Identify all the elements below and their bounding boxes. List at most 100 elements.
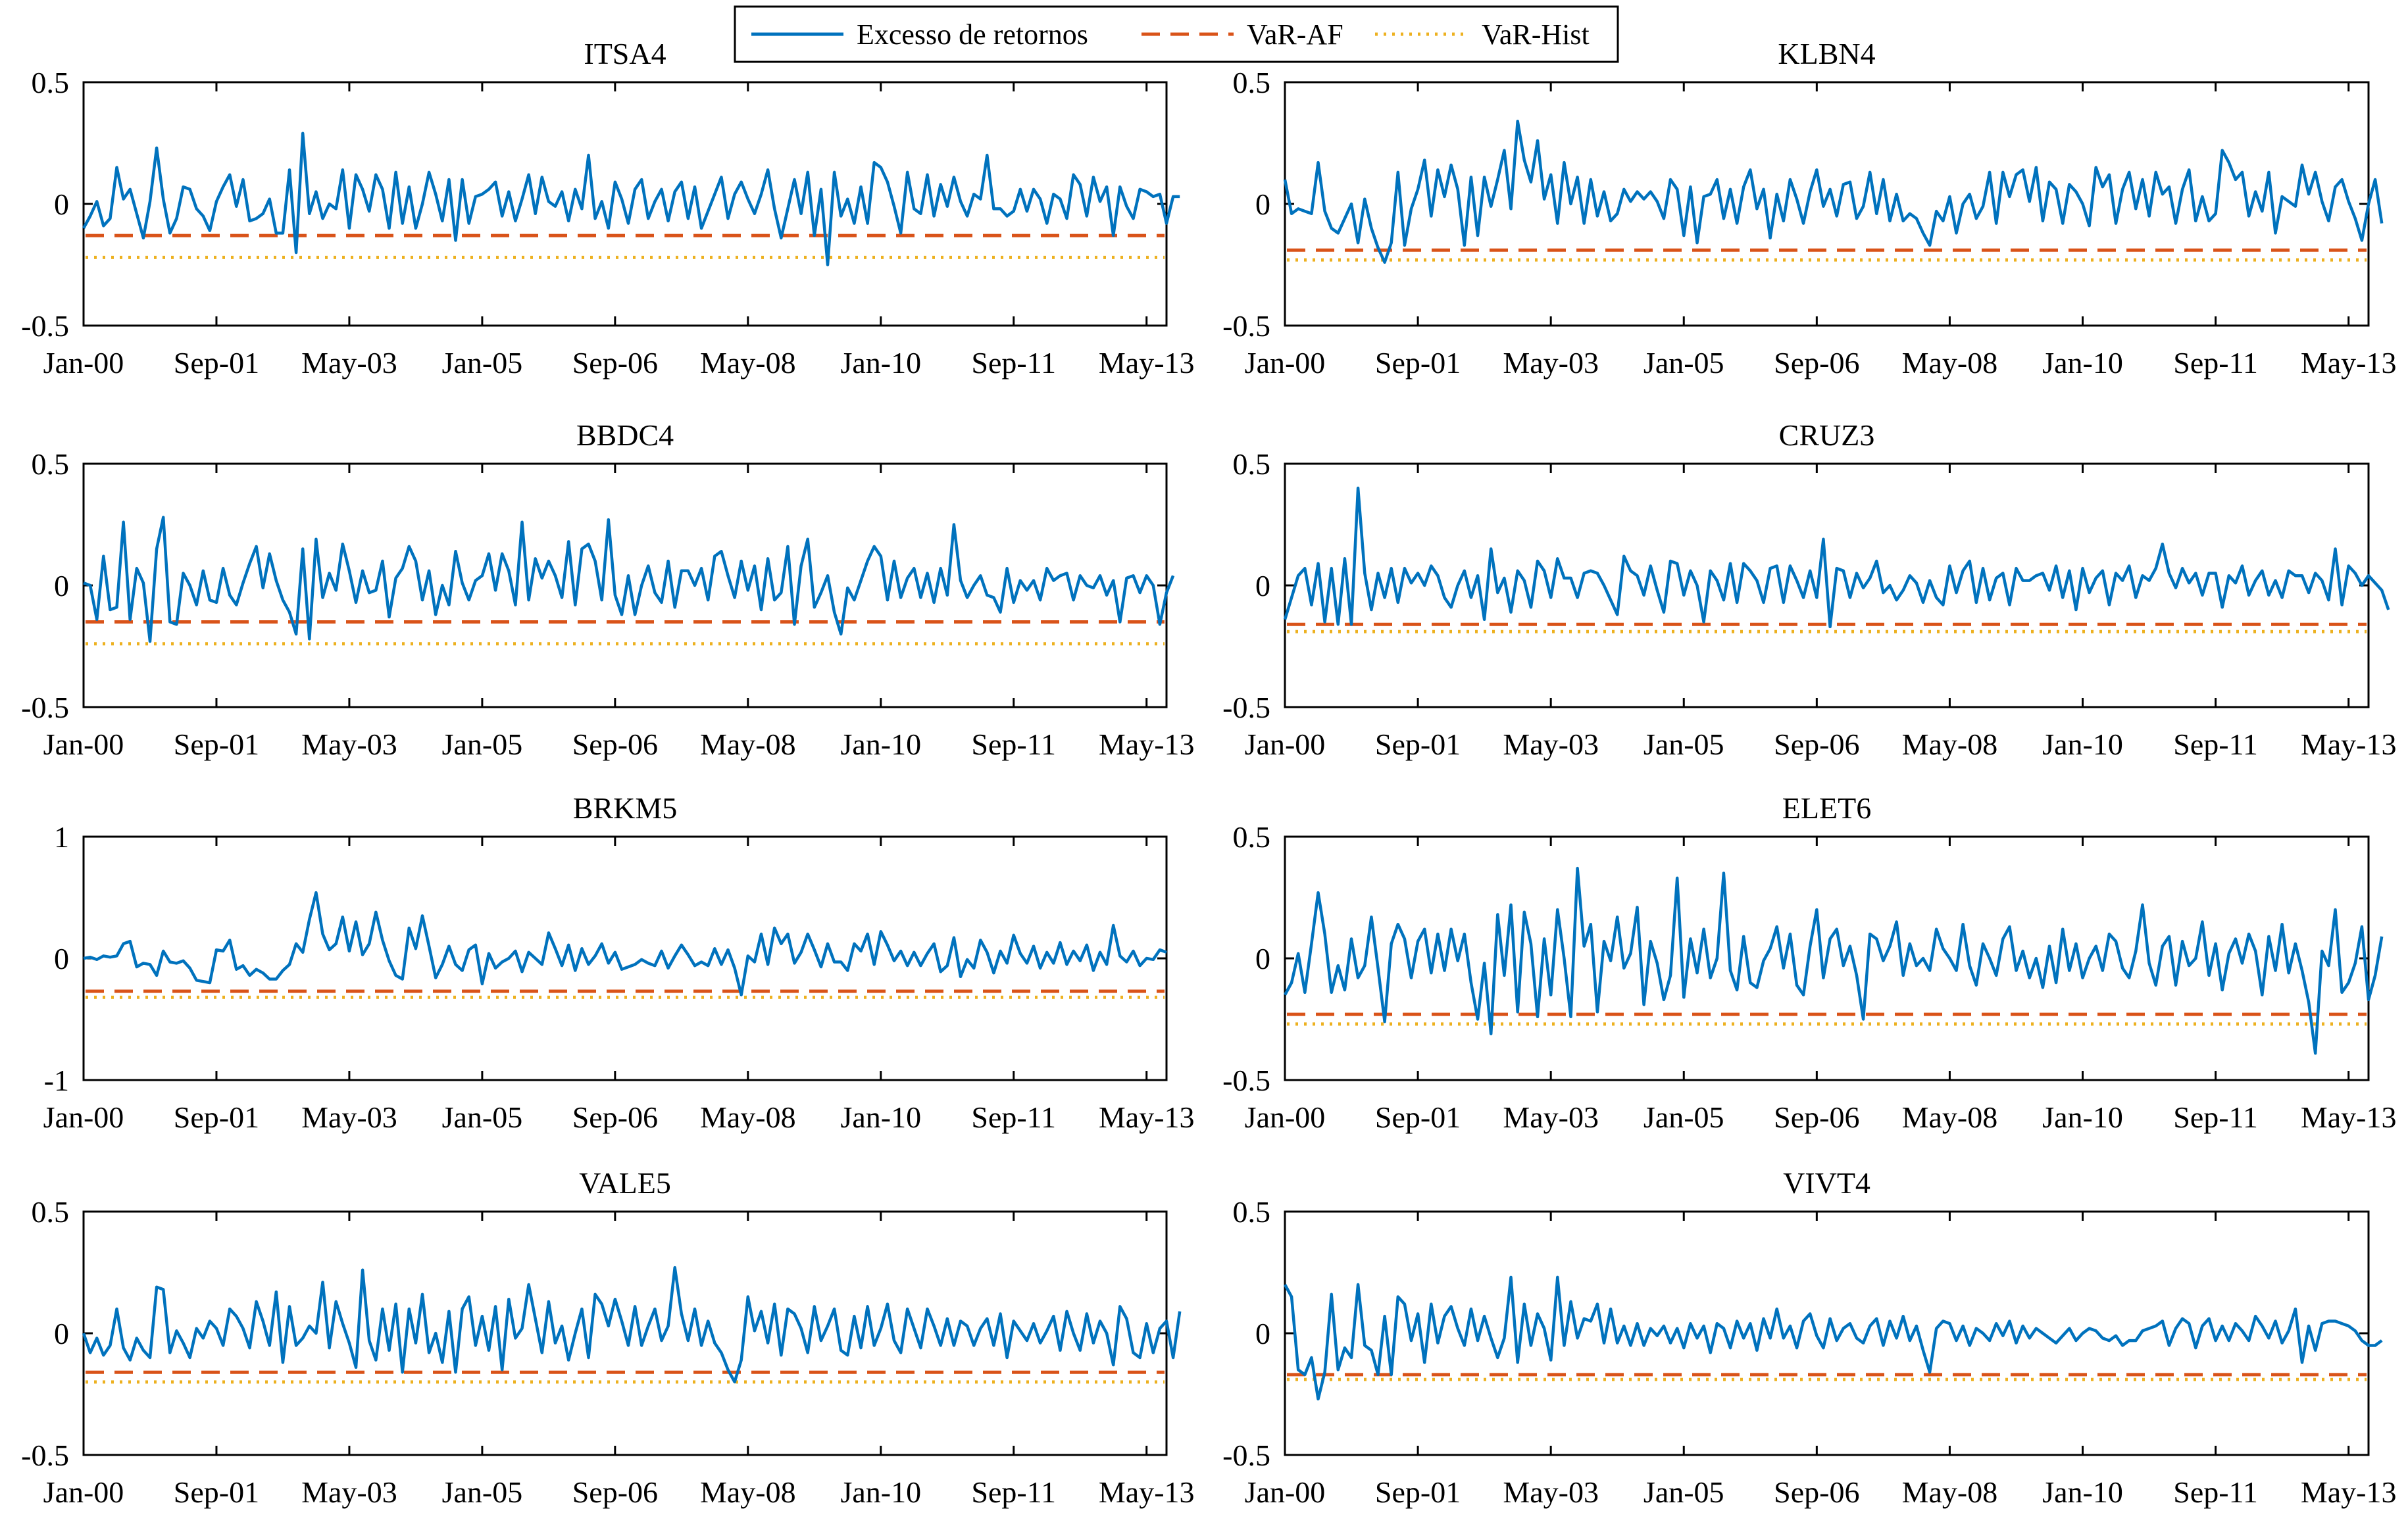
returns-series-line xyxy=(82,1266,1182,1384)
chart-title: ITSA4 xyxy=(584,37,666,70)
x-tick-label: Jan-10 xyxy=(2042,346,2123,380)
x-tick-label: Sep-11 xyxy=(2173,346,2258,380)
x-tick-label: Sep-06 xyxy=(1774,727,1859,761)
x-tick-label: Jan-00 xyxy=(43,1475,124,1509)
y-tick-label: 1 xyxy=(54,820,69,854)
x-tick-label: May-13 xyxy=(1099,346,1195,380)
y-tick-label: 0.5 xyxy=(32,66,70,99)
x-tick-label: Jan-00 xyxy=(1245,1100,1326,1134)
x-tick-label: Sep-01 xyxy=(1375,346,1461,380)
x-tick-label: May-03 xyxy=(1503,1100,1599,1134)
y-tick-label: -0.5 xyxy=(21,1439,69,1472)
legend-label-var-af: VaR-AF xyxy=(1247,18,1343,51)
y-tick-label: -0.5 xyxy=(1222,1439,1270,1472)
x-tick-label: Jan-00 xyxy=(1245,346,1326,380)
y-tick-label: -0.5 xyxy=(21,691,69,724)
x-tick-label: May-03 xyxy=(301,727,397,761)
plot-area xyxy=(82,81,1168,327)
x-tick-label: Jan-05 xyxy=(442,1100,523,1134)
x-tick-label: Sep-11 xyxy=(2173,727,2258,761)
returns-series-line xyxy=(1284,1275,2383,1401)
x-tick-label: May-08 xyxy=(700,1475,796,1509)
x-tick-label: May-08 xyxy=(700,727,796,761)
chart-title: ELET6 xyxy=(1782,791,1871,825)
x-tick-label: Jan-05 xyxy=(442,346,523,380)
y-tick-label: 0 xyxy=(1255,187,1270,221)
x-tick-label: May-08 xyxy=(1902,1475,1998,1509)
x-tick-label: May-13 xyxy=(2301,1100,2397,1134)
y-tick-label: 0 xyxy=(1255,569,1270,603)
y-tick-label: 0 xyxy=(54,187,69,221)
x-tick-label: May-08 xyxy=(700,346,796,380)
x-tick-label: Sep-01 xyxy=(1375,727,1461,761)
chart-title: BRKM5 xyxy=(573,791,677,825)
x-tick-label: Jan-00 xyxy=(43,346,124,380)
x-tick-label: Jan-10 xyxy=(840,1100,921,1134)
x-tick-label: May-03 xyxy=(301,1475,397,1509)
x-tick-label: Jan-05 xyxy=(442,1475,523,1509)
y-tick-label: 0.5 xyxy=(32,1195,70,1229)
x-tick-label: Sep-11 xyxy=(971,727,1056,761)
chart-title: KLBN4 xyxy=(1778,37,1875,70)
returns-series-line xyxy=(83,891,1167,997)
x-tick-label: Sep-11 xyxy=(2173,1100,2258,1134)
returns-series-line xyxy=(82,132,1180,266)
x-tick-label: May-03 xyxy=(301,1100,397,1134)
x-tick-label: Sep-06 xyxy=(1774,1475,1859,1509)
returns-series-line xyxy=(83,516,1175,643)
x-tick-label: Jan-05 xyxy=(442,727,523,761)
x-tick-label: May-08 xyxy=(1902,1100,1998,1134)
legend: Excesso de retornos VaR-AF VaR-Hist xyxy=(734,5,1619,63)
x-tick-label: Sep-01 xyxy=(1375,1100,1461,1134)
chart-title: VIVT4 xyxy=(1783,1166,1870,1200)
x-tick-label: Jan-00 xyxy=(1245,727,1326,761)
y-tick-label: 0 xyxy=(54,569,69,603)
y-tick-label: 0 xyxy=(1255,1317,1270,1350)
x-tick-label: May-03 xyxy=(1503,346,1599,380)
x-tick-label: Jan-10 xyxy=(2042,727,2123,761)
x-tick-label: May-08 xyxy=(1902,727,1998,761)
y-tick-label: 0.5 xyxy=(1233,66,1271,99)
plot-area xyxy=(1284,81,2370,327)
x-tick-label: Jan-05 xyxy=(1643,1475,1724,1509)
x-tick-label: Jan-05 xyxy=(1643,346,1724,380)
x-tick-label: Sep-01 xyxy=(1375,1475,1461,1509)
y-tick-label: 0.5 xyxy=(1233,1195,1271,1229)
legend-label-var-hist: VaR-Hist xyxy=(1482,18,1590,51)
x-tick-label: Sep-01 xyxy=(174,727,259,761)
chart-title: BBDC4 xyxy=(576,418,674,452)
x-tick-label: Sep-01 xyxy=(174,1100,259,1134)
returns-series-line xyxy=(1283,119,2384,264)
x-tick-label: Sep-06 xyxy=(1774,346,1859,380)
x-tick-label: May-13 xyxy=(1099,727,1195,761)
y-tick-label: 0.5 xyxy=(1233,820,1271,854)
x-tick-label: Jan-00 xyxy=(43,727,124,761)
x-tick-label: Jan-05 xyxy=(1643,727,1724,761)
y-tick-label: -1 xyxy=(44,1064,69,1097)
legend-label-excesso: Excesso de retornos xyxy=(857,18,1088,51)
x-tick-label: May-13 xyxy=(2301,346,2397,380)
x-tick-label: Jan-00 xyxy=(43,1100,124,1134)
x-tick-label: Sep-01 xyxy=(174,346,259,380)
x-tick-label: Jan-10 xyxy=(2042,1475,2123,1509)
x-tick-label: May-08 xyxy=(700,1100,796,1134)
x-tick-label: Sep-06 xyxy=(572,346,658,380)
y-tick-label: 0 xyxy=(54,1317,69,1350)
y-tick-label: -0.5 xyxy=(1222,1064,1270,1097)
x-tick-label: May-03 xyxy=(1503,1475,1599,1509)
chart-title: VALE5 xyxy=(579,1166,671,1200)
y-tick-label: 0.5 xyxy=(1233,447,1271,481)
x-tick-label: Jan-05 xyxy=(1643,1100,1724,1134)
y-tick-label: 0 xyxy=(1255,942,1270,975)
x-tick-label: Sep-11 xyxy=(971,1475,1056,1509)
